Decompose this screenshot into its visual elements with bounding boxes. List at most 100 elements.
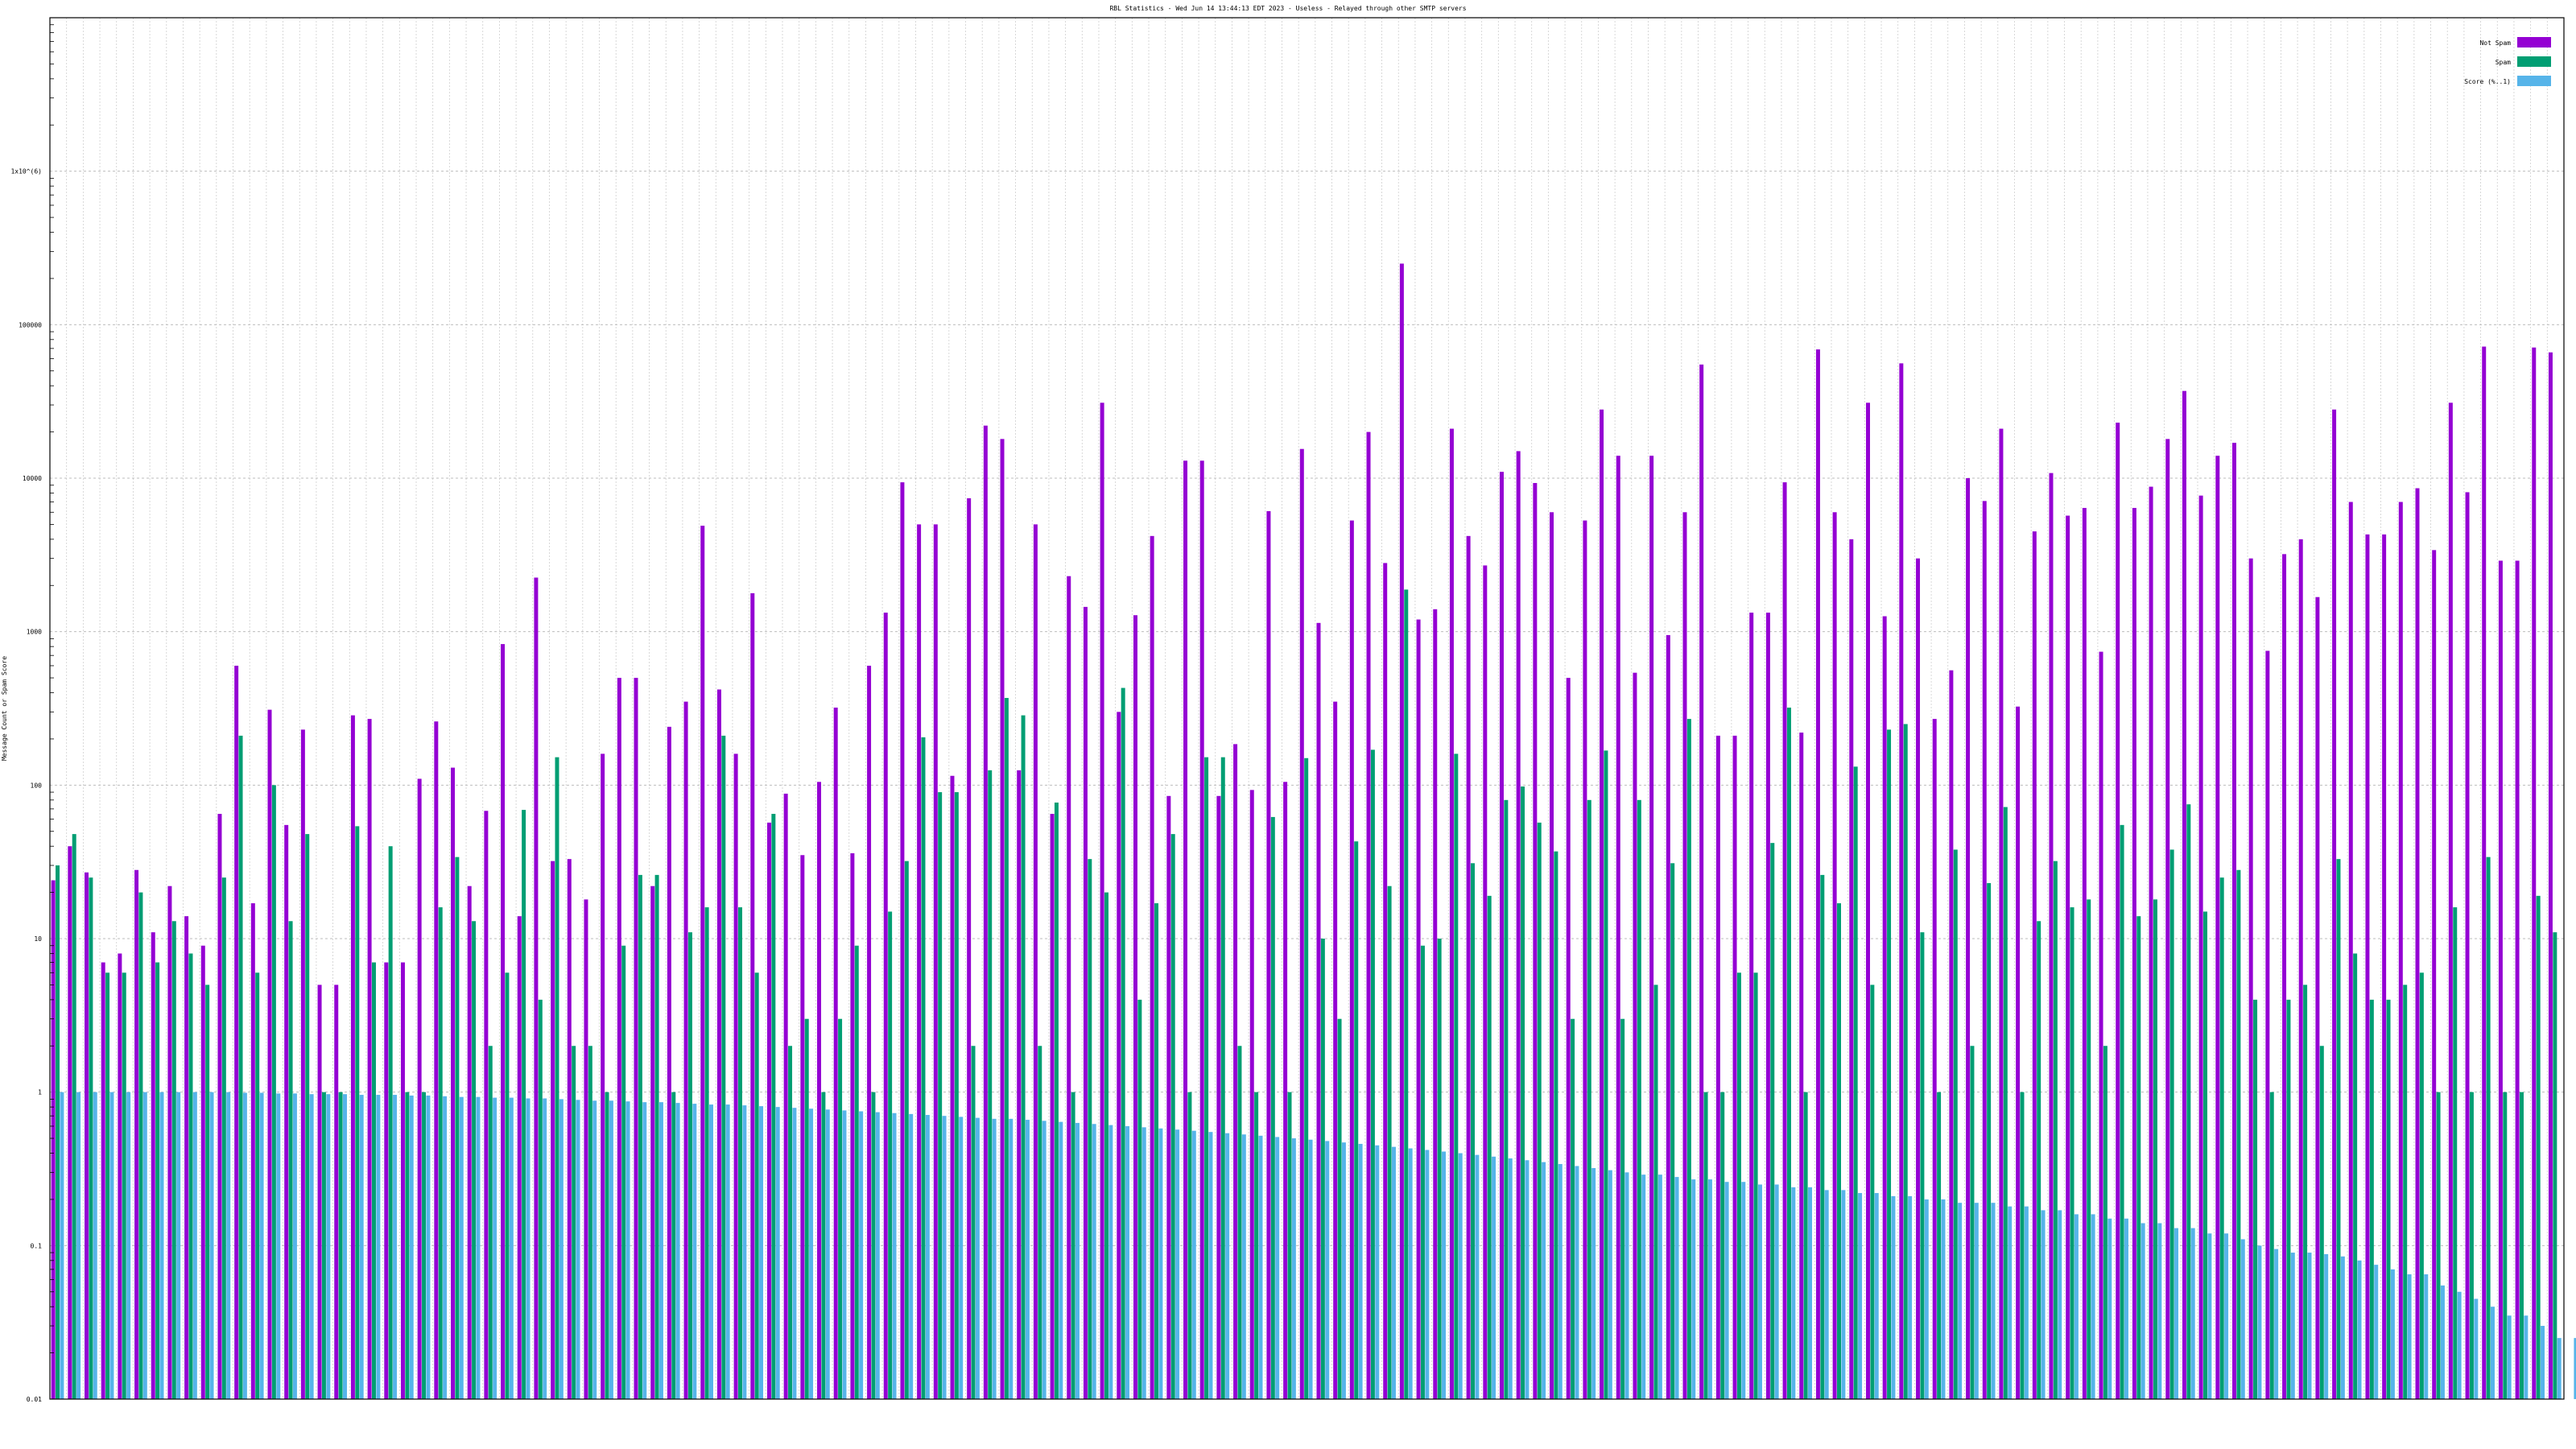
bar-score xyxy=(2041,1210,2046,1399)
bar-score xyxy=(509,1097,514,1399)
bar-spam xyxy=(2386,999,2391,1399)
bar-not-spam xyxy=(1316,622,1321,1399)
bar-not-spam xyxy=(1000,439,1005,1399)
bar-spam xyxy=(638,874,642,1399)
bar-score xyxy=(1275,1137,1280,1399)
bar-spam xyxy=(1887,729,1892,1399)
bar-spam xyxy=(2336,859,2341,1399)
bar-score xyxy=(759,1106,764,1399)
bar-not-spam xyxy=(967,497,972,1400)
bar-not-spam xyxy=(1399,263,1404,1400)
bar-not-spam xyxy=(367,719,372,1399)
bar-spam xyxy=(1320,939,1325,1399)
bar-score xyxy=(2207,1233,2212,1399)
bar-not-spam xyxy=(1067,576,1071,1399)
bar-score xyxy=(1991,1203,1996,1399)
bar-score xyxy=(2074,1214,2079,1399)
bar-not-spam xyxy=(2132,507,2136,1400)
bar-not-spam xyxy=(1349,520,1354,1399)
bar-spam xyxy=(455,857,460,1399)
bar-spam xyxy=(1187,1092,1192,1399)
bar-score xyxy=(426,1095,431,1399)
bar-spam xyxy=(838,1018,843,1399)
bar-not-spam xyxy=(118,953,122,1399)
bar-not-spam xyxy=(517,916,522,1399)
bar-not-spam xyxy=(1749,613,1754,1399)
legend-swatch xyxy=(2517,37,2551,47)
bar-spam xyxy=(2236,869,2241,1399)
bar-spam xyxy=(1204,757,1209,1399)
bar-score xyxy=(1741,1182,1746,1399)
bar-spam xyxy=(1803,1092,1808,1399)
bar-score xyxy=(959,1117,964,1399)
bar-not-spam xyxy=(484,811,489,1399)
bar-score xyxy=(1225,1133,1230,1399)
bar-score xyxy=(76,1092,81,1399)
bar-not-spam xyxy=(1849,539,1854,1399)
bar-spam xyxy=(2070,907,2074,1399)
bar-not-spam xyxy=(933,524,938,1399)
bar-spam xyxy=(971,1046,976,1399)
bar-not-spam xyxy=(950,775,955,1399)
bar-not-spam xyxy=(2066,515,2070,1399)
bar-spam xyxy=(1953,849,1958,1399)
bar-not-spam xyxy=(766,822,771,1399)
bar-not-spam xyxy=(2498,560,2503,1399)
bar-score xyxy=(725,1104,730,1399)
bar-score xyxy=(2374,1265,2379,1399)
bar-score xyxy=(975,1117,980,1399)
bar-score xyxy=(1291,1138,1296,1399)
bar-score xyxy=(2474,1298,2479,1399)
bar-not-spam xyxy=(800,855,805,1399)
y-tick-label: 10 xyxy=(34,935,42,943)
bar-spam xyxy=(1937,1092,1942,1399)
bar-spam xyxy=(538,999,543,1399)
bar-spam xyxy=(1970,1046,1975,1399)
bar-not-spam xyxy=(1366,431,1371,1399)
bar-not-spam xyxy=(384,962,389,1399)
bar-spam xyxy=(221,877,226,1399)
bar-spam xyxy=(1170,834,1175,1399)
bar-score xyxy=(159,1092,164,1399)
bar-score xyxy=(775,1107,780,1399)
bar-not-spam xyxy=(400,962,405,1399)
bar-score xyxy=(476,1096,481,1399)
bar-score xyxy=(1974,1203,1979,1399)
bar-spam xyxy=(2120,824,2124,1399)
bar-score xyxy=(443,1096,448,1399)
bar-spam xyxy=(2103,1046,2107,1399)
bar-spam xyxy=(1454,753,1459,1399)
bar-spam xyxy=(2436,1092,2441,1399)
bar-not-spam xyxy=(1233,744,1238,1399)
bar-score xyxy=(1858,1193,1863,1399)
bar-spam xyxy=(1287,1092,1292,1399)
bar-score xyxy=(1691,1179,1696,1399)
bar-not-spam xyxy=(167,886,172,1399)
bar-score xyxy=(1191,1130,1196,1399)
bar-score xyxy=(2257,1245,2262,1399)
y-tick-label: 0.01 xyxy=(27,1396,42,1403)
bar-not-spam xyxy=(1117,712,1121,1399)
bar-spam xyxy=(205,985,210,1399)
bar-spam xyxy=(1237,1046,1242,1399)
bar-score xyxy=(1724,1182,1729,1399)
bar-spam xyxy=(1521,786,1525,1399)
bar-score xyxy=(1059,1121,1063,1399)
bar-score xyxy=(1341,1142,1346,1399)
bar-spam xyxy=(338,1092,343,1399)
bar-not-spam xyxy=(1566,678,1571,1399)
bar-not-spam xyxy=(1333,701,1338,1399)
bar-not-spam xyxy=(750,592,755,1399)
bar-not-spam xyxy=(1932,719,1937,1399)
bar-spam xyxy=(238,735,243,1399)
bar-spam xyxy=(2136,916,2141,1399)
bar-not-spam xyxy=(1616,456,1620,1399)
bar-spam xyxy=(271,785,276,1399)
bar-score xyxy=(1358,1143,1363,1399)
bar-not-spam xyxy=(1199,460,1204,1399)
bar-not-spam xyxy=(716,689,721,1399)
bar-not-spam xyxy=(2248,558,2253,1400)
bar-not-spam xyxy=(1433,609,1438,1399)
bar-score xyxy=(1241,1134,1246,1399)
bar-not-spam xyxy=(1832,512,1837,1399)
